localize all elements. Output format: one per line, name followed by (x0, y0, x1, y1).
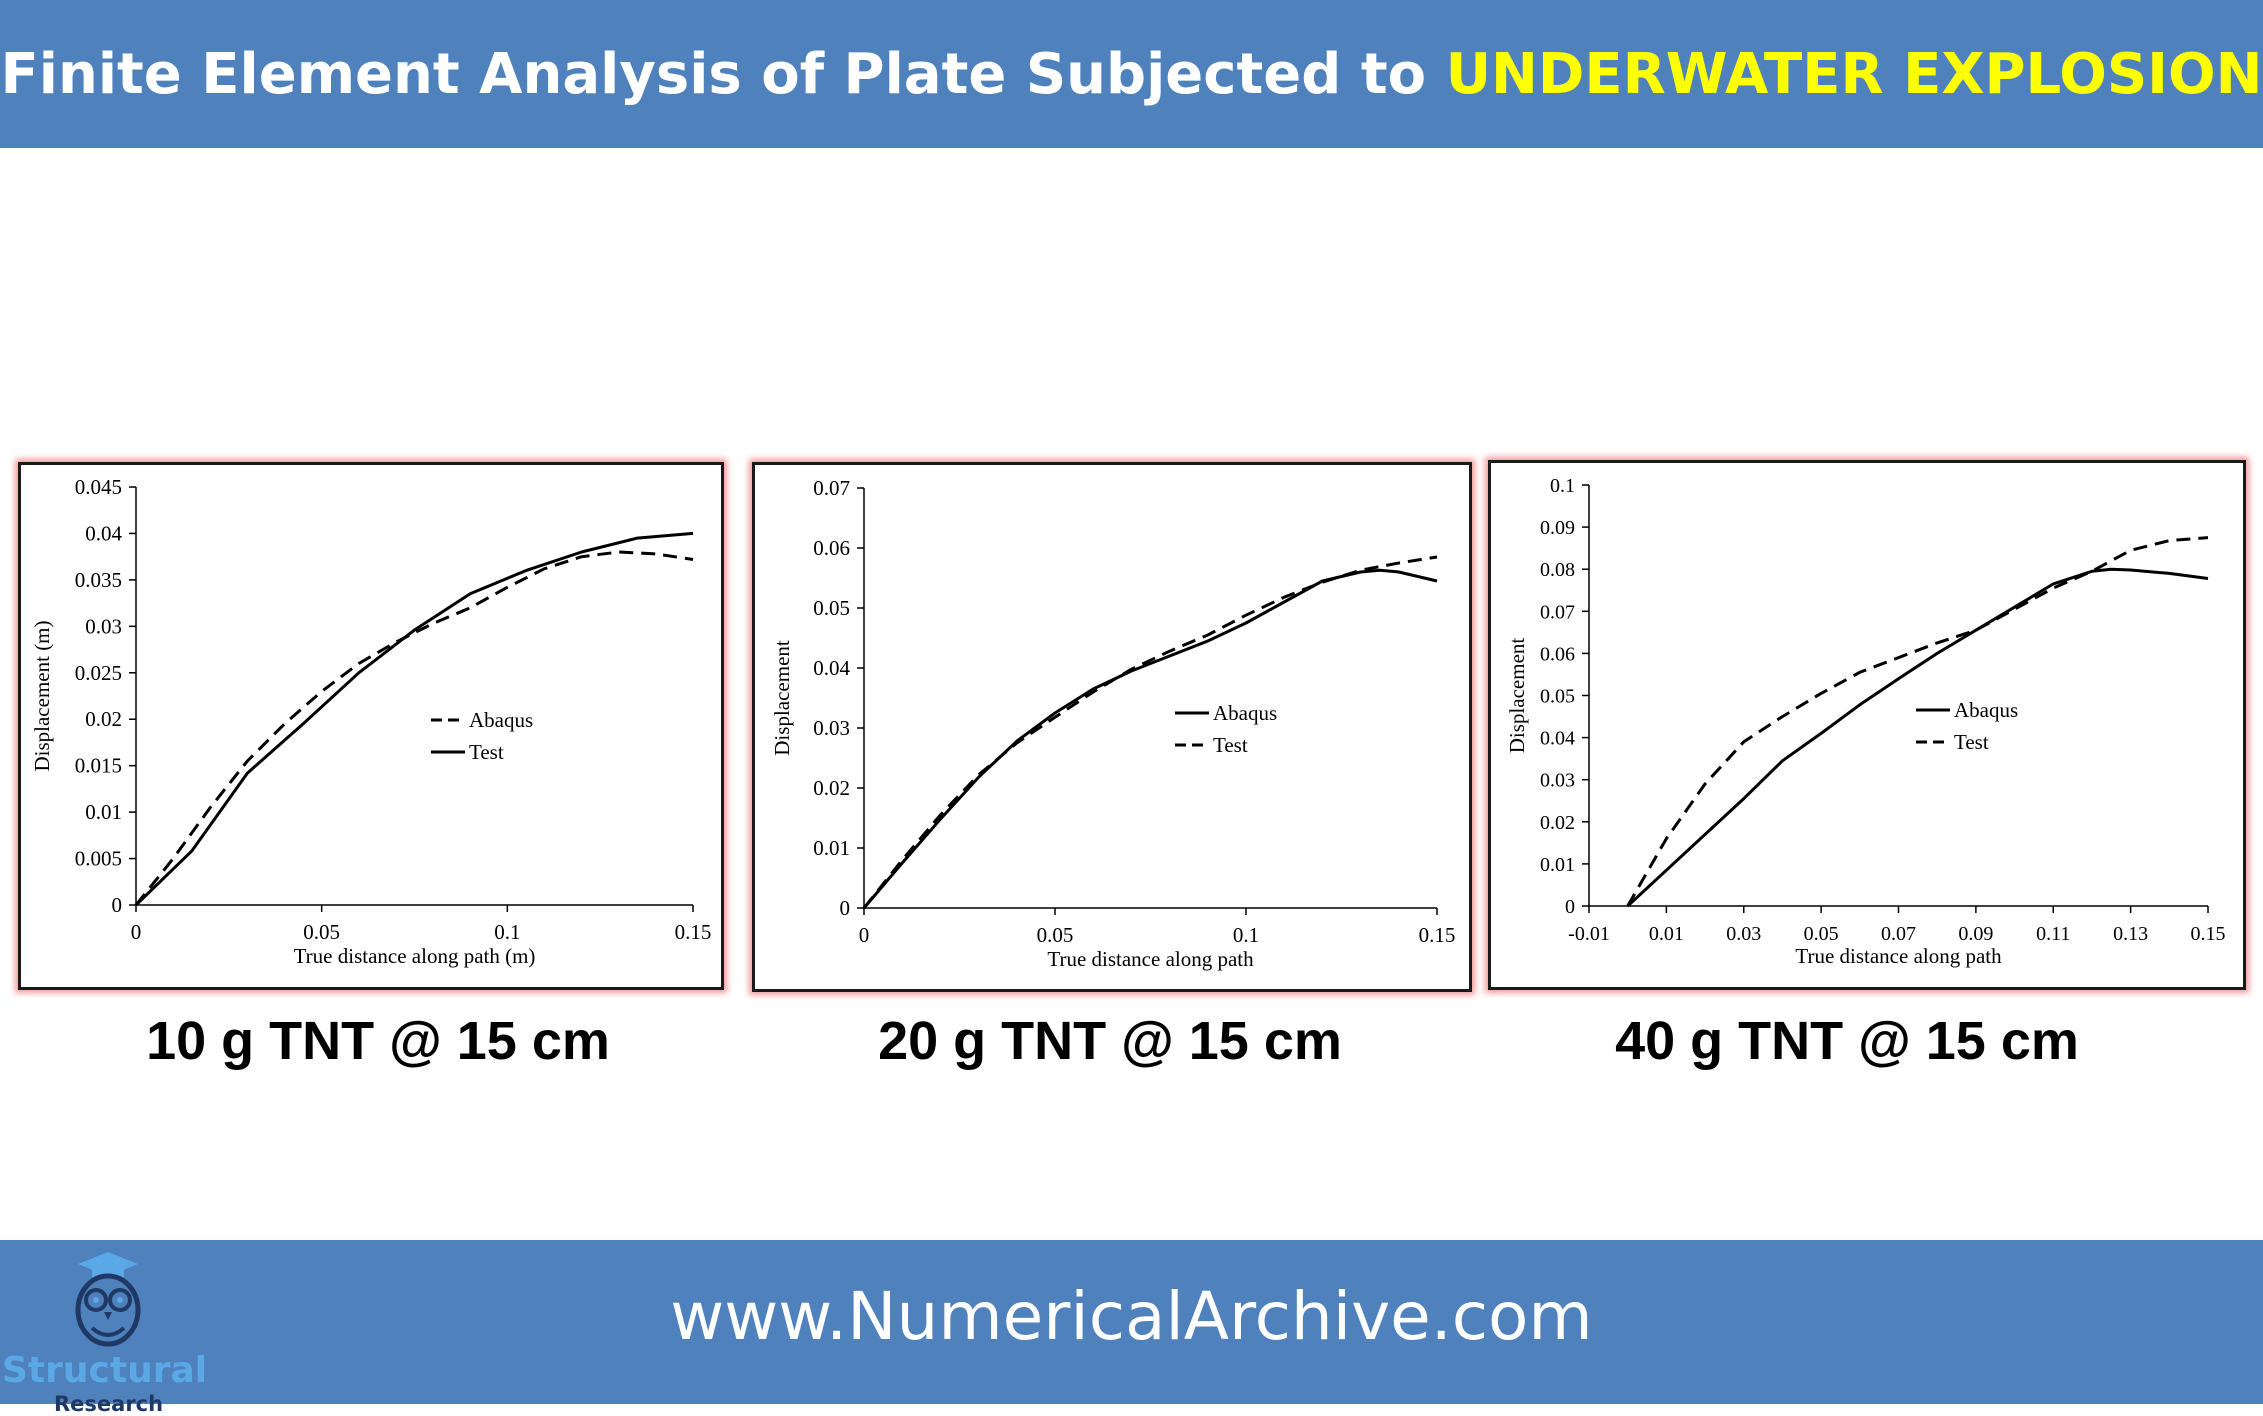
x-tick-label: 0.05 (1804, 923, 1839, 945)
x-tick-label: 0 (859, 923, 870, 947)
chart-panel-1: 0 0.005 0.01 0.015 0.02 0.025 0.03 0.035 0.04 0.0… (18, 462, 724, 990)
y-tick-label: 0 (112, 893, 123, 917)
y-tick-label: 0.02 (85, 707, 122, 731)
y-tick-label: 0.045 (75, 475, 122, 499)
y-tick-label: 0.005 (75, 847, 122, 871)
y-tick-label: 0 (840, 896, 851, 920)
y-tick-label: 0.035 (75, 568, 122, 592)
x-tick-label: 0.05 (303, 920, 340, 944)
x-tick-label: 0.15 (2191, 923, 2226, 945)
x-tick-label: 0 (131, 920, 142, 944)
footer-banner: Structural Research www.NumericalArchive… (0, 1240, 2263, 1416)
x-tick-label: 0.13 (2113, 923, 2148, 945)
y-tick-label: 0.03 (1540, 770, 1575, 792)
y-tick-label: 0.01 (813, 836, 850, 860)
series-line-abaqus (1626, 567, 2209, 908)
owl-graduate-icon (75, 1252, 141, 1347)
caption-20g: 20 g TNT @ 15 cm (878, 1011, 1342, 1071)
x-tick-label: 0.05 (1037, 923, 1074, 947)
legend-label: Test (469, 740, 504, 764)
series-line-test (1626, 536, 2209, 907)
logo-text: Structural (2, 1350, 208, 1391)
y-tick-label: 0.07 (1540, 601, 1575, 623)
title-banner: Finite Element Analysis of Plate Subject… (0, 0, 2263, 148)
y-tick-label: 0.05 (813, 596, 850, 620)
x-tick-label: 0.1 (494, 920, 520, 944)
caption-10g: 10 g TNT @ 15 cm (146, 1011, 610, 1071)
chart-panel-3: 0 0.01 0.02 0.03 0.04 0.05 0.06 0.07 0.08 0.09 0.1… (1488, 460, 2246, 990)
y-tick-label: 0.06 (1540, 643, 1575, 665)
legend-label: Test (1213, 733, 1248, 757)
y-tick-label: 0.01 (1540, 854, 1575, 876)
y-axis-label: Displacement (1505, 638, 1529, 754)
y-tick-label: 0.04 (85, 521, 122, 545)
x-tick-label: 0.03 (1726, 923, 1761, 945)
x-tick-label: 0.11 (2036, 923, 2070, 945)
legend-label: Abaqus (1213, 701, 1277, 725)
series-line-abaqus (134, 550, 694, 906)
x-axis-label: True distance along path (1047, 947, 1254, 971)
y-tick-label: 0.02 (1540, 812, 1575, 834)
x-axis-label: True distance along path (m) (294, 944, 536, 968)
x-tick-label: 0.15 (675, 920, 712, 944)
page-title-highlight: UNDERWATER EXPLOSION (1445, 41, 2263, 107)
y-tick-label: 0.02 (813, 776, 850, 800)
y-tick-label: 0.1 (1550, 475, 1575, 497)
legend-label: Test (1954, 730, 1989, 754)
legend-label: Abaqus (469, 708, 533, 732)
chart-40g: 0 0.01 0.02 0.03 0.04 0.05 0.06 0.07 0.08 0.09 0.1… (1505, 475, 2226, 968)
logo-subtext: Research (54, 1392, 164, 1416)
y-axis-label: Displacement (m) (30, 620, 54, 771)
footer-url[interactable]: www.NumericalArchive.com (670, 1278, 1593, 1355)
x-tick-label: 0.01 (1649, 923, 1684, 945)
x-tick-label: 0.07 (1881, 923, 1916, 945)
x-tick-label: 0.15 (1419, 923, 1456, 947)
y-tick-label: 0.07 (813, 476, 850, 500)
series-line-test (862, 555, 1438, 909)
page-title-text: Finite Element Analysis of Plate Subject… (0, 41, 1446, 107)
y-tick-label: 0.04 (1540, 728, 1575, 750)
y-tick-label: 0.09 (1540, 517, 1575, 539)
y-tick-label: 0.03 (813, 716, 850, 740)
y-tick-label: 0.08 (1540, 559, 1575, 581)
x-tick-label: -0.01 (1568, 923, 1610, 945)
legend-label: Abaqus (1954, 698, 2018, 722)
y-tick-label: 0 (1565, 896, 1575, 918)
x-axis-label: True distance along path (1795, 944, 2002, 968)
y-axis-label: Displacement (770, 640, 794, 756)
y-tick-label: 0.03 (85, 614, 122, 638)
y-tick-label: 0.06 (813, 536, 850, 560)
y-tick-label: 0.015 (75, 754, 122, 778)
y-tick-label: 0.05 (1540, 686, 1575, 708)
page-title: Finite Element Analysis of Plate Subject… (1, 42, 2263, 107)
x-tick-label: 0.09 (1958, 923, 1993, 945)
chart-panel-2: 0 0.01 0.02 0.03 0.04 0.05 0.06 0.07 0 0.05 0.1 0.1… (752, 462, 1472, 992)
y-tick-label: 0.025 (75, 661, 122, 685)
chart-20g: 0 0.01 0.02 0.03 0.04 0.05 0.06 0.07 0 0.05 0.1 0.1… (770, 476, 1456, 971)
series-line-abaqus (862, 568, 1438, 909)
x-tick-label: 0.1 (1233, 923, 1259, 947)
series-line-test (134, 531, 694, 907)
caption-40g: 40 g TNT @ 15 cm (1615, 1011, 2079, 1071)
y-tick-label: 0.01 (85, 800, 122, 824)
chart-10g: 0 0.005 0.01 0.015 0.02 0.025 0.03 0.035 0.04 0.0… (30, 475, 712, 968)
y-tick-label: 0.04 (813, 656, 850, 680)
